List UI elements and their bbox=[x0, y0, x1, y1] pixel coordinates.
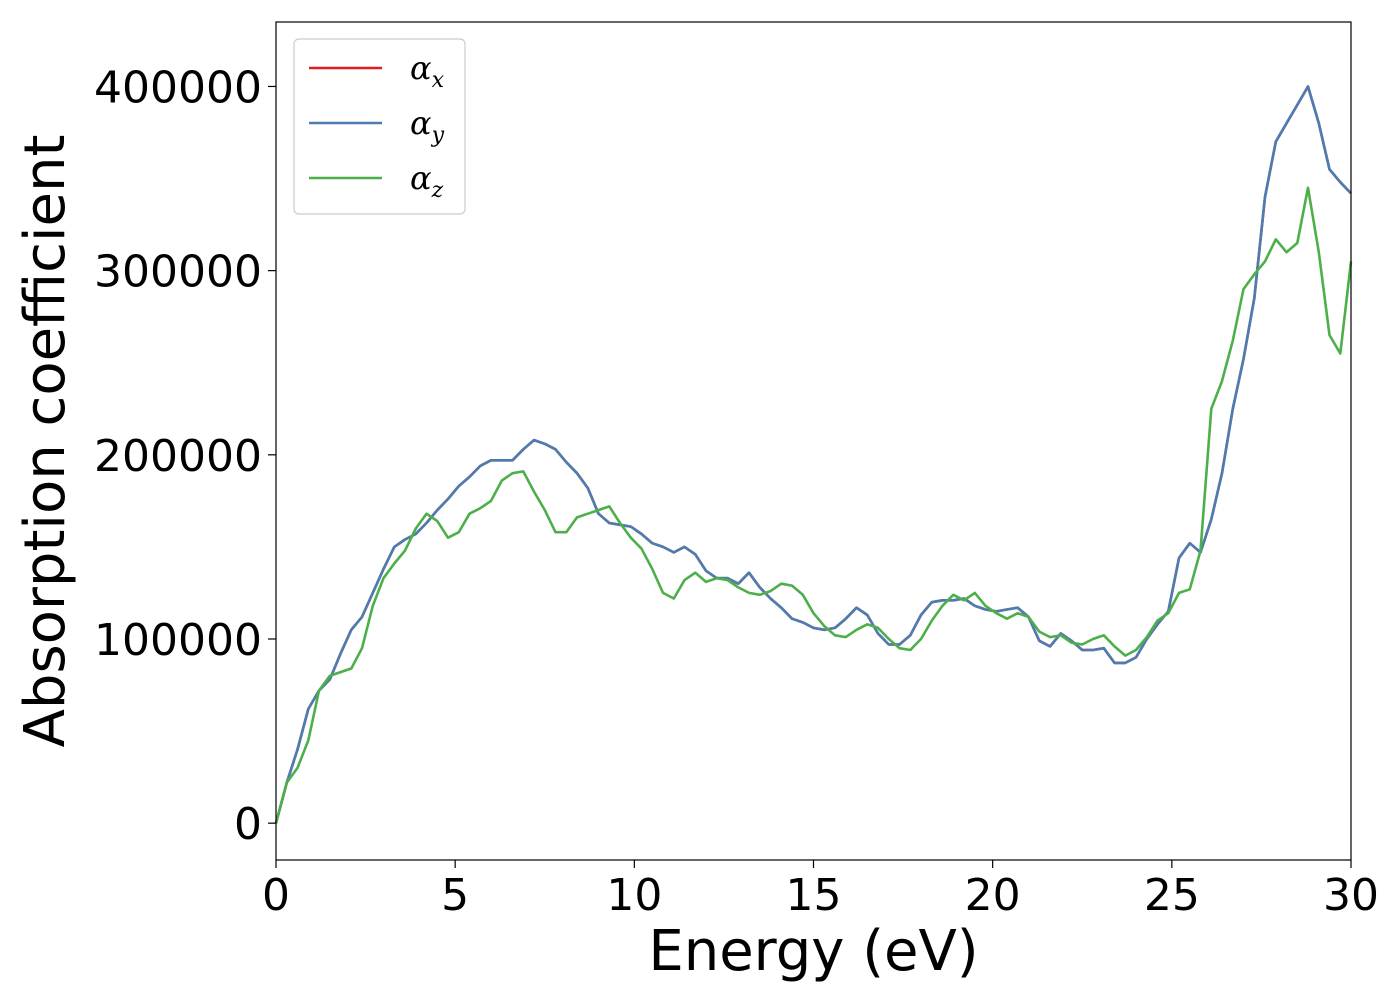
y-tick-label: 100000 bbox=[94, 615, 262, 666]
x-tick-label: 20 bbox=[965, 870, 1021, 921]
y-tick-label: 400000 bbox=[94, 62, 262, 113]
x-tick-label: 0 bbox=[262, 870, 290, 921]
legend: αx αy αz bbox=[293, 38, 466, 215]
y-axis: 0 100000 200000 300000 400000 bbox=[94, 62, 276, 850]
x-tick-label: 10 bbox=[606, 870, 662, 921]
series-line-z bbox=[274, 186, 1353, 824]
x-tick-label: 5 bbox=[441, 870, 469, 921]
legend-label: αx bbox=[410, 49, 445, 93]
series-line-y bbox=[274, 85, 1352, 824]
x-axis: 0 5 10 15 20 25 30 bbox=[262, 860, 1379, 921]
legend-label: αz bbox=[410, 159, 444, 203]
x-tick-label: 30 bbox=[1323, 870, 1379, 921]
y-tick-label: 300000 bbox=[94, 247, 262, 298]
y-axis-label: Absorption coefficient bbox=[13, 135, 78, 748]
series-group bbox=[274, 85, 1353, 824]
x-axis-label: Energy (eV) bbox=[648, 919, 978, 984]
x-tick-label: 25 bbox=[1144, 870, 1200, 921]
x-tick-label: 15 bbox=[786, 870, 842, 921]
y-tick-label: 200000 bbox=[94, 431, 262, 482]
legend-box bbox=[293, 38, 466, 215]
y-tick-label: 0 bbox=[234, 799, 262, 850]
legend-label: αy bbox=[410, 104, 445, 148]
